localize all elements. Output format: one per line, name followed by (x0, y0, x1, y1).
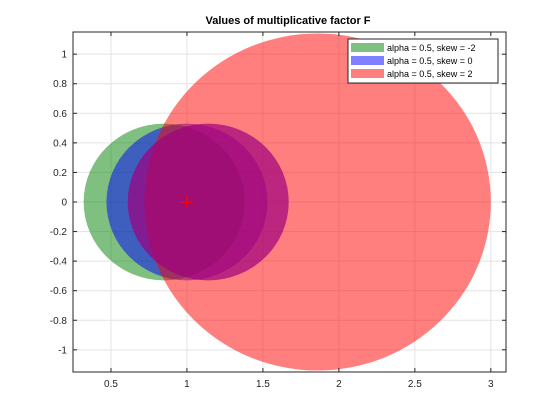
x-tick-label: 1.5 (256, 379, 270, 390)
center-marker (180, 196, 193, 208)
y-tick-label: 1 (61, 50, 67, 61)
y-axis-ticks: 1 0.8 0.6 0.4 0.2 0 -0.2 -0.4 -0.6 -0.8 -1 (50, 50, 506, 356)
legend-swatch (351, 43, 384, 52)
legend-label: alpha = 0.5, skew = -2 (387, 43, 476, 53)
x-tick-label: 3 (488, 379, 494, 390)
series-circle-2 (144, 33, 491, 371)
legend-label: alpha = 0.5, skew = 0 (387, 56, 473, 66)
y-tick-label: 0.4 (53, 138, 67, 149)
y-tick-label: -0.6 (50, 286, 68, 297)
legend: alpha = 0.5, skew = -2 alpha = 0.5, skew … (347, 38, 499, 84)
x-tick-label: 0.5 (104, 379, 118, 390)
y-tick-label: -0.4 (50, 257, 68, 268)
marker-layer (180, 196, 193, 208)
y-tick-label: 0.8 (53, 79, 67, 90)
x-tick-label: 1 (184, 379, 190, 390)
legend-label: alpha = 0.5, skew = 2 (387, 69, 473, 79)
y-tick-label: 0.6 (53, 109, 67, 120)
y-tick-label: -0.8 (50, 316, 68, 327)
y-tick-label: -1 (58, 345, 67, 356)
legend-swatch (351, 69, 384, 78)
chart-title: Values of multiplicative factor F (205, 15, 370, 27)
series-layer (83, 33, 491, 371)
y-tick-label: 0 (61, 198, 67, 209)
legend-swatch (351, 56, 384, 65)
y-tick-label: 0.2 (53, 168, 67, 179)
y-tick-label: -0.2 (50, 227, 68, 238)
overlay-circle (127, 123, 289, 281)
x-axis-ticks: 0.5 1 1.5 2 2.5 3 (104, 32, 494, 390)
x-tick-label: 2 (336, 379, 342, 390)
x-tick-label: 2.5 (408, 379, 422, 390)
